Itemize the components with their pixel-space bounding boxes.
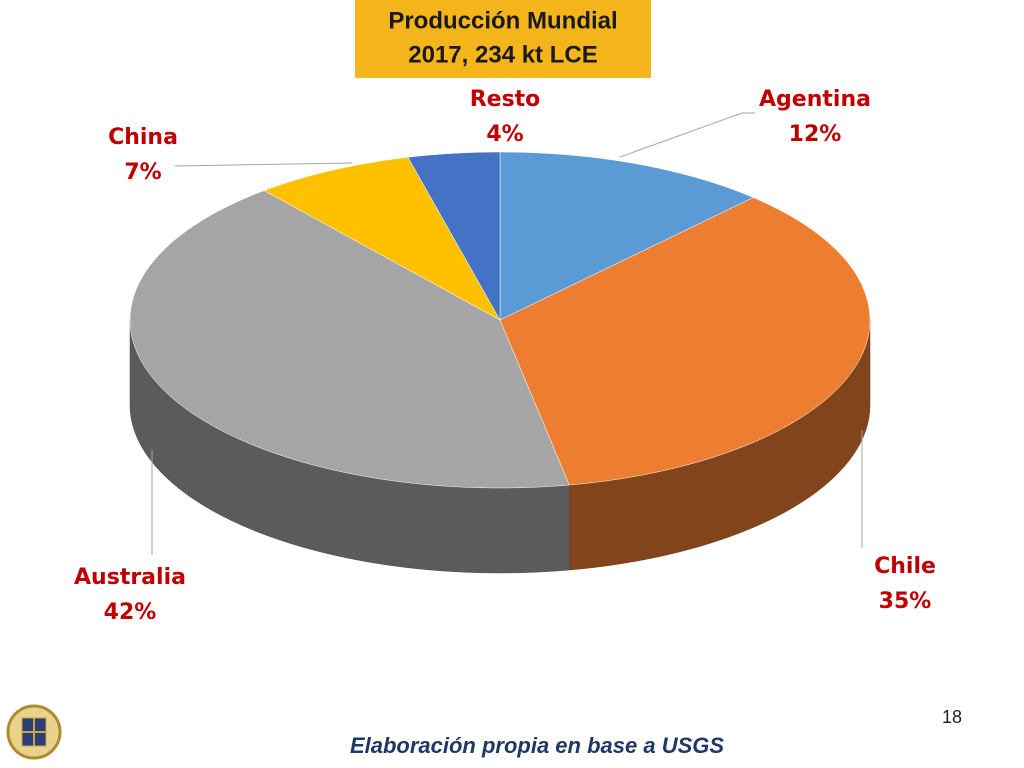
slice-label: Chile [874, 554, 936, 579]
slice-value-label: 7% [124, 160, 161, 185]
chart-subtitle: 2017, 234 kt LCE [408, 41, 597, 68]
slice-value-label: 42% [104, 600, 157, 625]
leader-lines [151, 112, 863, 555]
logo [6, 704, 62, 760]
page-number: 18 [942, 707, 962, 727]
slice [499, 151, 754, 321]
pie [129, 151, 871, 574]
slice-value-label: 4% [486, 122, 523, 147]
slice-label: Agentina [759, 87, 871, 112]
slice-label: Resto [470, 87, 541, 112]
source-note: Elaboración propia en base a USGS [350, 733, 724, 758]
leader-line [619, 112, 755, 158]
slice [263, 157, 501, 321]
slice [129, 190, 570, 489]
slice [499, 197, 871, 486]
slice-value-label: 35% [879, 589, 932, 614]
chart-title: Producción Mundial [388, 7, 617, 34]
title-box [355, 0, 651, 78]
slice [407, 151, 501, 321]
slice-label: Australia [74, 565, 186, 590]
slice-value-label: 12% [789, 122, 842, 147]
leader-line [174, 162, 353, 167]
slice-label: China [108, 125, 178, 150]
